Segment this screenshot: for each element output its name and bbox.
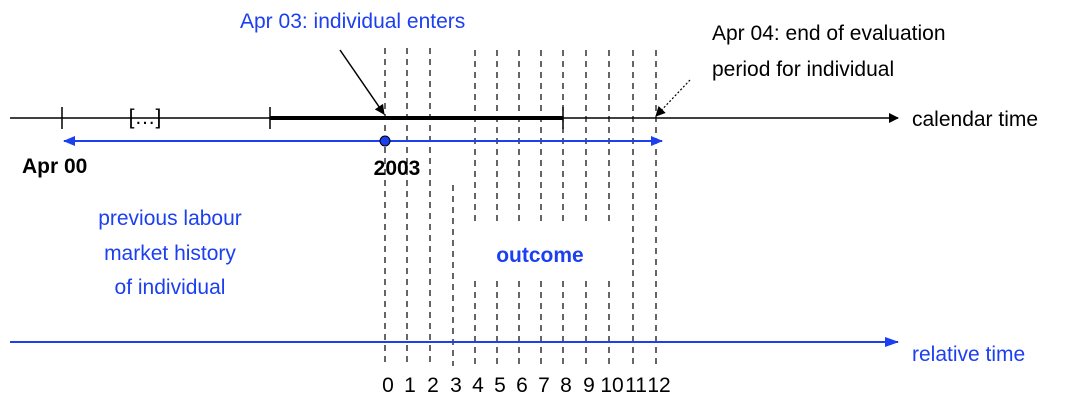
year-label: 2003 <box>374 157 421 180</box>
relative-ticks: 0 1 2 3 4 5 6 7 8 9 10 11 12 <box>382 374 671 397</box>
relative-tick-label: 5 <box>494 374 506 397</box>
relative-tick-label: 4 <box>472 374 484 397</box>
ellipsis: […] <box>129 106 162 129</box>
relative-tick-label: 6 <box>516 374 528 397</box>
apr04-arrow <box>655 79 691 117</box>
calendar-time-label: calendar time <box>912 108 1038 131</box>
apr04-label: period for individual <box>712 58 894 81</box>
apr03-arrow <box>339 49 385 115</box>
period-dividers <box>384 48 657 366</box>
relative-tick-label: 1 <box>404 374 416 397</box>
history-label: market history <box>104 242 236 265</box>
relative-time-label: relative time <box>912 343 1025 366</box>
relative-tick-label: 12 <box>647 374 670 397</box>
relative-tick-label: 7 <box>538 374 550 397</box>
apr04-label: Apr 04: end of evaluation <box>712 22 946 45</box>
relative-tick-label: 2 <box>427 374 439 397</box>
outcome-bg <box>455 222 615 278</box>
relative-tick-label: 9 <box>583 374 595 397</box>
relative-tick-label: 11 <box>625 374 647 397</box>
outcome-label: outcome <box>496 244 584 267</box>
history-label: of individual <box>115 276 226 299</box>
apr00-label: Apr 00 <box>22 155 87 178</box>
relative-tick-label: 3 <box>450 374 462 397</box>
relative-tick-label: 0 <box>382 374 394 397</box>
relative-tick-label: 8 <box>560 374 572 397</box>
relative-tick-label: 10 <box>600 374 623 397</box>
entry-point <box>379 135 391 147</box>
history-label: previous labour <box>98 207 242 230</box>
apr03-label: Apr 03: individual enters <box>240 10 465 33</box>
